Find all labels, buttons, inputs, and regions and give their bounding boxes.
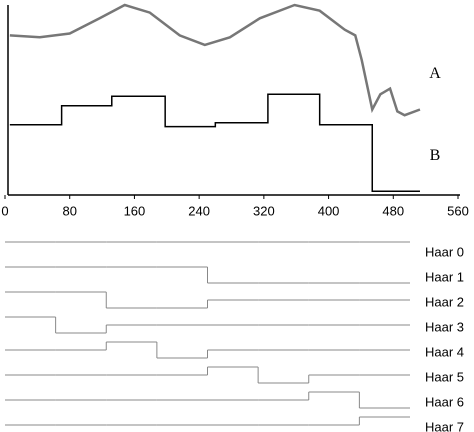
x-tick-label: 480 xyxy=(382,203,404,218)
legend-label: Haar 6 xyxy=(425,394,464,409)
x-tick-label: 400 xyxy=(318,203,340,218)
legend-label: Haar 7 xyxy=(425,419,464,432)
x-tick-label: 240 xyxy=(188,203,210,218)
legend-label: Haar 3 xyxy=(425,319,464,334)
legend-label: Haar 1 xyxy=(425,269,464,284)
x-tick-label: 80 xyxy=(62,203,76,218)
x-tick-label: 0 xyxy=(1,203,8,218)
x-tick-label: 320 xyxy=(253,203,275,218)
x-tick-label: 160 xyxy=(124,203,146,218)
legend-label: Haar 2 xyxy=(425,294,464,309)
x-tick-label: 560 xyxy=(447,203,469,218)
legend-label: Haar 5 xyxy=(425,369,464,384)
series-line xyxy=(9,3,421,117)
series-line xyxy=(9,93,420,192)
series-label: B xyxy=(430,147,441,164)
legend-label: Haar 0 xyxy=(425,244,464,259)
series-label: A xyxy=(429,65,441,82)
legend-label: Haar 4 xyxy=(425,344,464,359)
